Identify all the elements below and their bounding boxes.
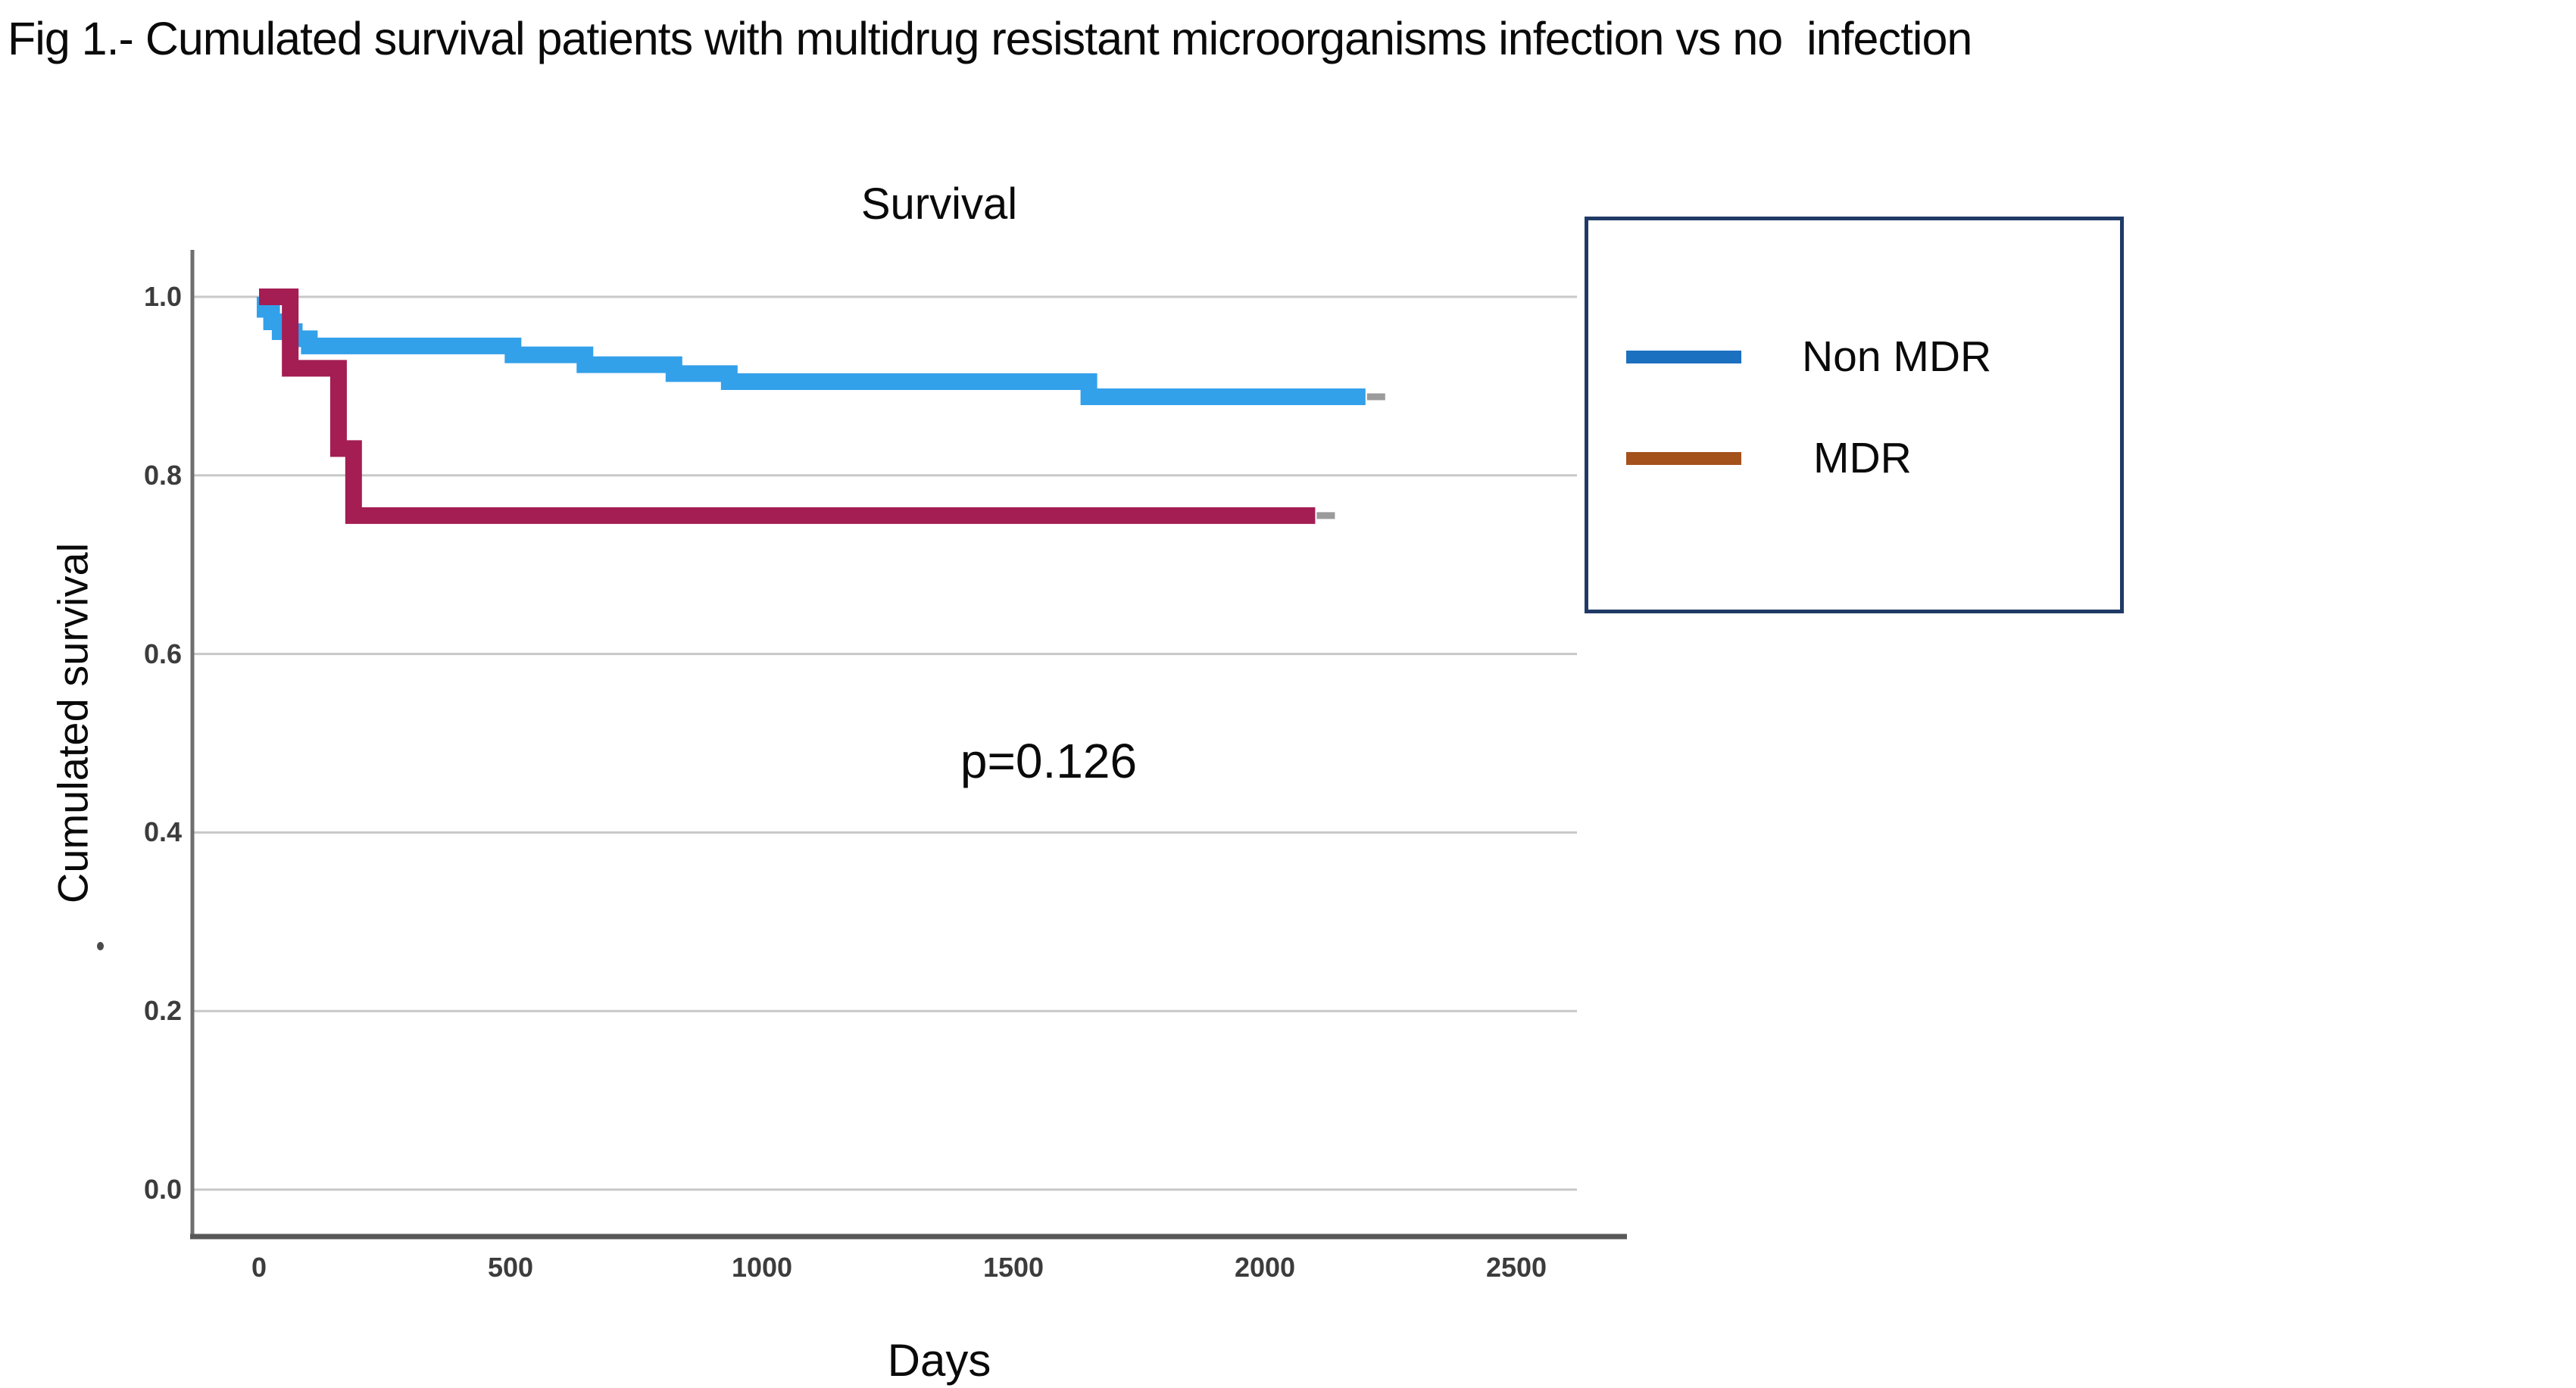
y-tick-label: 0.0 bbox=[143, 1174, 182, 1205]
chart-title: Survival bbox=[860, 179, 1018, 229]
figure-caption: Fig 1.- Cumulated survival patients with… bbox=[8, 13, 1972, 64]
mdr-curve bbox=[259, 289, 1316, 524]
x-axis-label: Days bbox=[887, 1335, 991, 1386]
p-value-annotation: p=0.126 bbox=[960, 734, 1138, 789]
x-tick-label: 500 bbox=[487, 1252, 534, 1283]
legend-entry-mdr: MDR bbox=[1588, 434, 2120, 482]
x-tick-label: 2500 bbox=[1485, 1252, 1547, 1283]
x-tick-label: 1000 bbox=[731, 1252, 793, 1283]
x-tick-label: 0 bbox=[251, 1252, 267, 1283]
non-mdr-legend-swatch bbox=[1626, 350, 1741, 363]
x-tick-label: 1500 bbox=[982, 1252, 1044, 1283]
y-tick-label: 1.0 bbox=[143, 281, 182, 312]
x-tick-label: 2000 bbox=[1234, 1252, 1296, 1283]
legend-entry-non-mdr: Non MDR bbox=[1588, 332, 2120, 381]
non-mdr-curve bbox=[256, 289, 1366, 406]
legend-box: Non MDR MDR bbox=[1585, 217, 2124, 613]
mdr-legend-swatch bbox=[1626, 451, 1741, 465]
y-tick-label: 0.6 bbox=[143, 638, 182, 669]
y-tick-label: 0.8 bbox=[143, 459, 182, 491]
stray-mark bbox=[97, 942, 104, 950]
mdr-legend-label: MDR bbox=[1813, 434, 1912, 482]
non-mdr-legend-label: Non MDR bbox=[1802, 332, 1992, 381]
y-tick-label: 0.4 bbox=[143, 816, 182, 848]
y-tick-label: 0.2 bbox=[143, 995, 182, 1027]
